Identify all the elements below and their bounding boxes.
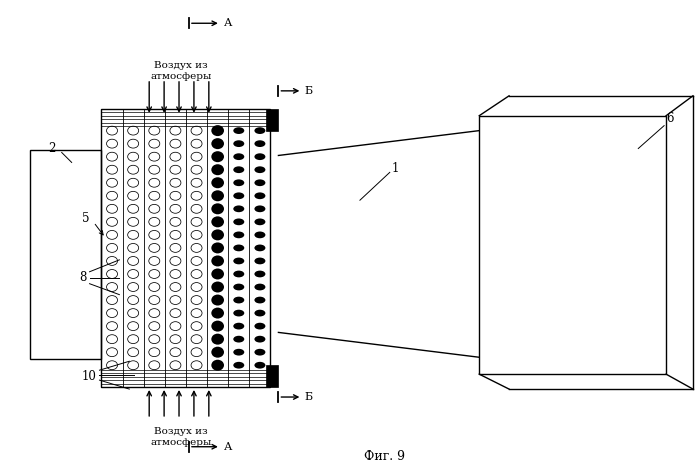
Ellipse shape [211,151,224,162]
Ellipse shape [254,154,266,160]
Ellipse shape [211,321,224,332]
Ellipse shape [233,257,244,264]
Ellipse shape [233,323,244,329]
Text: Б: Б [304,86,312,96]
Ellipse shape [254,205,266,212]
Ellipse shape [254,362,266,369]
Text: Фиг. 9: Фиг. 9 [364,450,405,463]
Ellipse shape [233,205,244,212]
Ellipse shape [254,232,266,238]
Bar [30,151,101,359]
Ellipse shape [211,216,224,227]
Ellipse shape [211,203,224,214]
Text: Воздух из
атмосферы: Воздух из атмосферы [150,427,212,447]
Ellipse shape [233,310,244,316]
Ellipse shape [233,140,244,147]
Bar [266,109,278,131]
Ellipse shape [211,360,224,371]
Ellipse shape [254,166,266,173]
Text: 1: 1 [391,162,399,175]
Ellipse shape [233,362,244,369]
Ellipse shape [211,177,224,188]
Ellipse shape [211,294,224,306]
Text: А: А [224,442,232,452]
Ellipse shape [233,179,244,186]
Ellipse shape [211,269,224,279]
Ellipse shape [211,242,224,253]
Ellipse shape [254,284,266,291]
Ellipse shape [254,271,266,278]
Ellipse shape [233,232,244,238]
Ellipse shape [211,347,224,358]
Bar [480,116,666,374]
Ellipse shape [254,219,266,225]
Ellipse shape [211,125,224,136]
Ellipse shape [254,349,266,356]
Ellipse shape [233,349,244,356]
Ellipse shape [254,245,266,251]
Bar [101,109,271,387]
Ellipse shape [233,219,244,225]
Ellipse shape [211,138,224,149]
Text: 5: 5 [82,212,89,225]
Ellipse shape [211,334,224,344]
Ellipse shape [254,257,266,264]
Ellipse shape [233,284,244,291]
Ellipse shape [254,179,266,186]
Text: Воздух из
атмосферы: Воздух из атмосферы [150,61,212,81]
Text: 6: 6 [666,112,674,125]
Ellipse shape [254,297,266,303]
Ellipse shape [254,192,266,199]
Ellipse shape [233,154,244,160]
Ellipse shape [233,127,244,134]
Ellipse shape [211,307,224,319]
Text: 2: 2 [48,142,55,155]
Text: 8: 8 [79,271,87,284]
Ellipse shape [254,127,266,134]
Ellipse shape [233,336,244,343]
Text: А: А [224,18,232,28]
Ellipse shape [233,271,244,278]
Text: 10: 10 [82,370,96,383]
Ellipse shape [211,256,224,266]
Ellipse shape [211,190,224,201]
Ellipse shape [211,164,224,175]
Ellipse shape [233,297,244,303]
Bar [266,365,278,387]
Ellipse shape [233,166,244,173]
Ellipse shape [233,245,244,251]
Ellipse shape [211,282,224,292]
Ellipse shape [254,323,266,329]
Ellipse shape [254,336,266,343]
Ellipse shape [254,140,266,147]
Ellipse shape [211,229,224,241]
Text: Б: Б [304,392,312,402]
Ellipse shape [233,192,244,199]
Ellipse shape [254,310,266,316]
